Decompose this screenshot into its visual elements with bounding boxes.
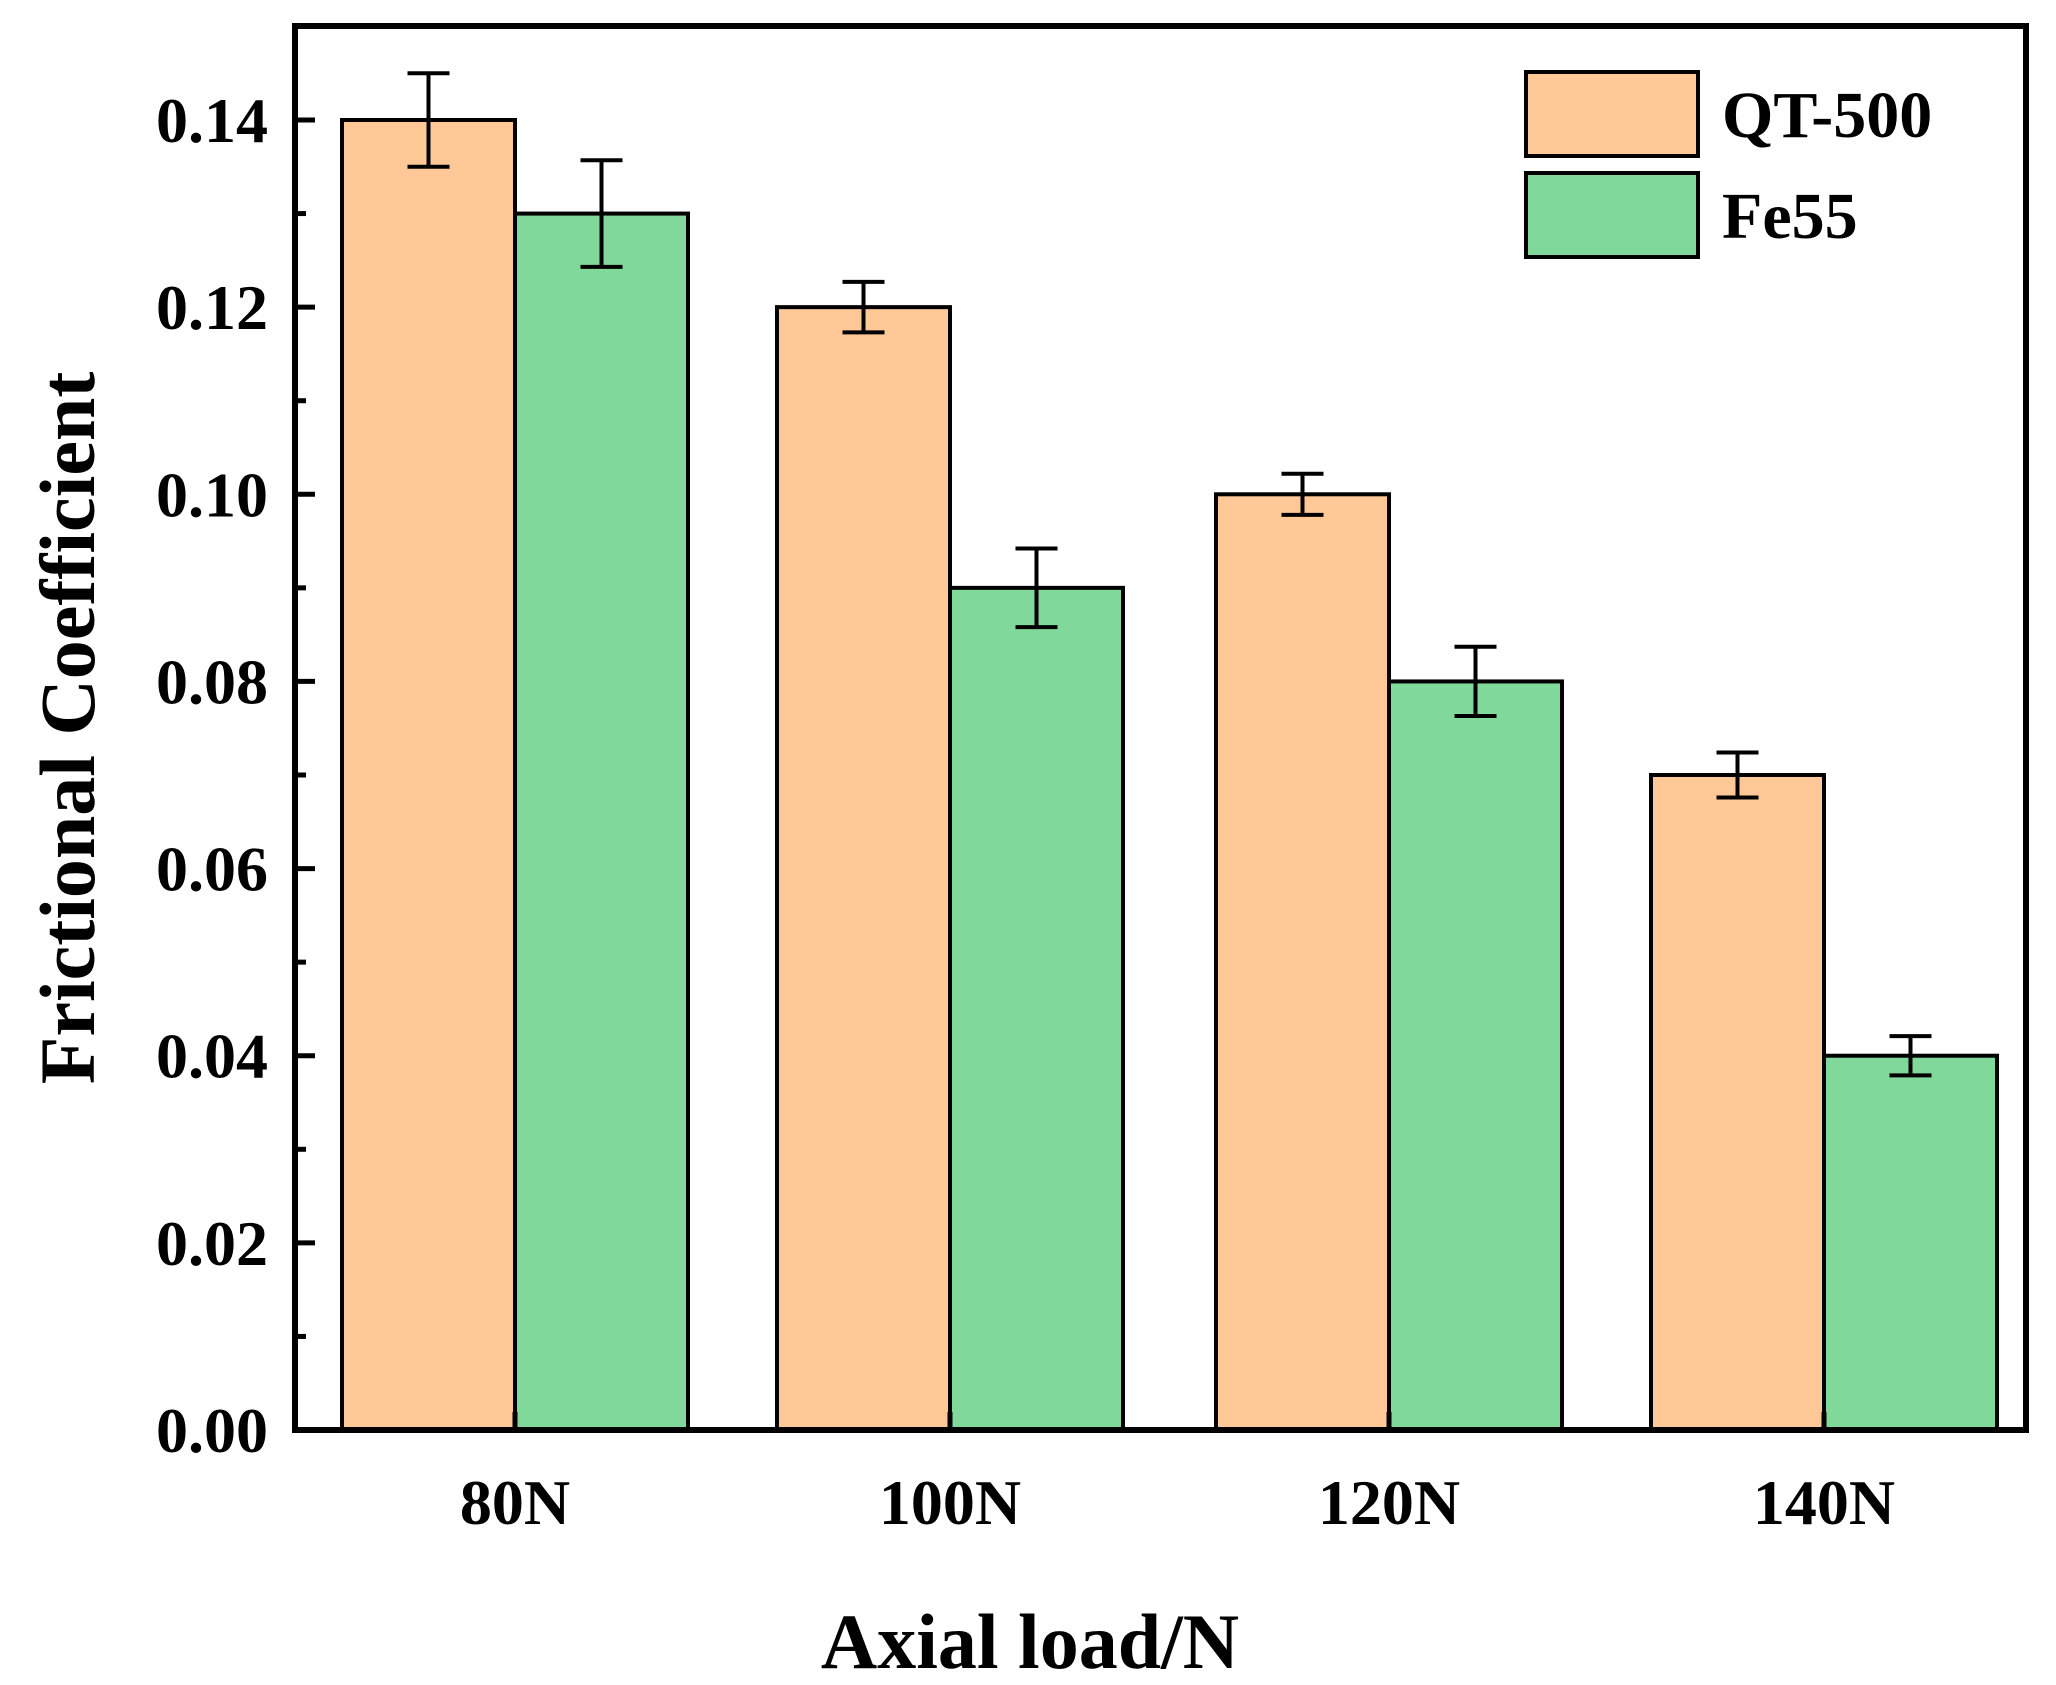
x-tick-label: 120N (1318, 1467, 1460, 1538)
bar-fe55-100n (948, 585, 1125, 1432)
y-tick-label: 0.10 (156, 459, 268, 530)
bar-fe55-140n (1822, 1053, 1999, 1432)
y-axis-title: Frictional Coefficient (24, 372, 111, 1085)
x-tick-label: 80N (460, 1467, 570, 1538)
error-bars-layer (407, 71, 1932, 1078)
y-tick-label: 0.12 (156, 272, 268, 343)
y-axis: 0.00 0.02 0.04 0.06 0.08 0.10 0.12 0.14 (156, 85, 315, 1466)
y-tick-label: 0.04 (156, 1021, 268, 1092)
error-bar (1015, 546, 1058, 630)
x-axis: 80N 100N 120N 140N (460, 1412, 1895, 1538)
y-tick-label: 0.02 (156, 1208, 268, 1279)
bar-fe55-80n (513, 211, 690, 1433)
legend-swatch-fe55 (1524, 171, 1700, 259)
legend-label-fe55: Fe55 (1722, 180, 1858, 253)
error-bar (407, 71, 450, 169)
x-tick-label: 140N (1753, 1467, 1895, 1538)
bar-fe55-120n (1387, 679, 1564, 1432)
bars-layer (340, 118, 1999, 1433)
error-bar (842, 279, 885, 335)
x-tick-label: 100N (879, 1467, 1021, 1538)
plot-frame (292, 23, 2029, 1433)
y-tick-label: 0.14 (156, 85, 268, 156)
bar-qt500-80n (340, 118, 517, 1432)
error-bar (1716, 750, 1759, 800)
legend-swatch-qt500 (1524, 70, 1700, 158)
y-tick-label: 0.00 (156, 1395, 268, 1466)
bar-qt500-100n (775, 305, 952, 1433)
bar-qt500-120n (1214, 492, 1391, 1432)
y-tick-label: 0.06 (156, 834, 268, 905)
error-bar (1281, 471, 1324, 517)
error-bar (1889, 1034, 1932, 1078)
error-bar (1454, 644, 1497, 719)
x-axis-title: Axial load/N (821, 1598, 1239, 1685)
legend: QT-500 Fe55 (1524, 70, 1932, 259)
legend-label-qt500: QT-500 (1722, 79, 1932, 152)
error-bar (580, 158, 623, 269)
bar-qt500-140n (1649, 773, 1826, 1432)
y-tick-label: 0.08 (156, 646, 268, 717)
